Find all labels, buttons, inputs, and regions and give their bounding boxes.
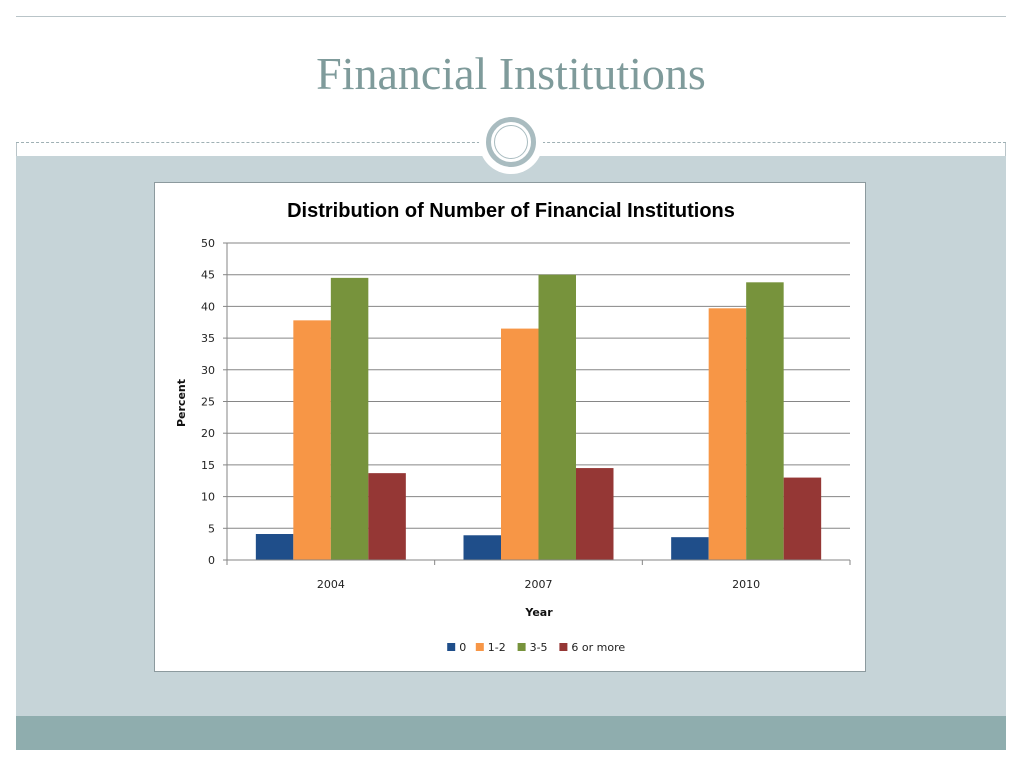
footer-band	[16, 716, 1006, 750]
bar-3-5-2007	[538, 274, 576, 560]
legend-label: 3-5	[530, 641, 548, 654]
y-tick-label: 15	[201, 459, 215, 472]
bar-1-2-2010	[708, 308, 747, 560]
bar-6-or-more-2010	[783, 477, 822, 560]
y-tick-label: 35	[201, 332, 215, 345]
x-tick-label: 2007	[525, 578, 553, 591]
x-axis	[226, 243, 850, 561]
y-tick-label: 0	[208, 554, 215, 567]
chart-container: Distribution of Number of Financial Inst…	[154, 182, 866, 672]
y-tick-label: 20	[201, 427, 215, 440]
y-tick-label: 30	[201, 364, 215, 377]
legend-swatch-1-2	[475, 643, 484, 651]
legend: 0 1-2 3-5 6 or more	[447, 641, 625, 654]
y-tick-label: 45	[201, 269, 215, 282]
legend-swatch-6-or-more	[559, 643, 568, 651]
bar-0-2007	[463, 535, 501, 560]
y-tick-label: 50	[201, 237, 215, 250]
slide-title: Financial Institutions	[316, 48, 706, 99]
legend-swatch-3-5	[517, 643, 526, 651]
x-axis-title: Year	[524, 606, 553, 619]
x-tick-label: 2004	[317, 578, 345, 591]
bar-3-5-2010	[746, 282, 784, 560]
bar-0-2010	[671, 537, 709, 560]
bar-6-or-more-2004	[368, 473, 406, 560]
x-tick-label: 2010	[732, 578, 760, 591]
y-tick-label: 5	[208, 522, 215, 535]
bar-3-5-2004	[330, 277, 369, 560]
legend-label: 1-2	[488, 641, 506, 654]
bar-6-or-more-2007	[576, 468, 614, 560]
y-tick-label: 10	[201, 491, 215, 504]
bar-chart: Distribution of Number of Financial Inst…	[175, 200, 851, 654]
y-tick-label: 40	[201, 300, 215, 313]
bar-0-2004	[255, 534, 294, 560]
bar-1-2-2007	[501, 328, 539, 560]
chart-title: Distribution of Number of Financial Inst…	[287, 200, 735, 222]
x-axis-ticks: 2004 2007 2010	[226, 560, 851, 591]
bar-1-2-2004	[293, 320, 331, 560]
y-axis-title: Percent	[175, 379, 188, 427]
y-tick-label: 25	[201, 396, 215, 409]
legend-label: 6 or more	[571, 641, 625, 654]
y-axis-ticks: 0 5 10 15 20 25 30 35 40 45 50	[201, 237, 227, 567]
legend-swatch-0	[447, 643, 456, 651]
legend-label: 0	[459, 641, 466, 654]
ornament-inner-ring	[494, 125, 528, 159]
bars	[255, 274, 822, 560]
